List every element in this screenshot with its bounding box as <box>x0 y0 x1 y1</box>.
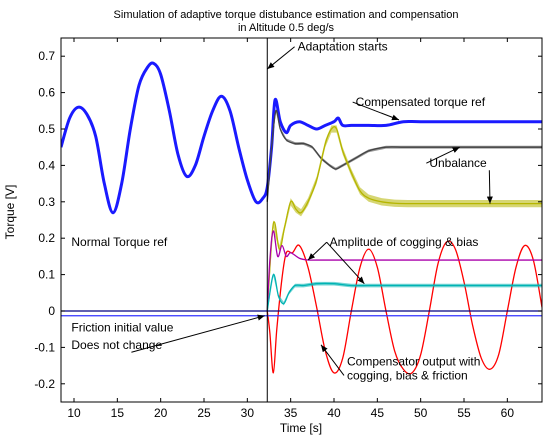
series-line-0 <box>61 61 542 215</box>
x-tick-label: 45 <box>371 406 385 420</box>
annotation-text: Amplitude of cogging & bias <box>330 235 479 249</box>
x-tick-label: 60 <box>501 406 515 420</box>
y-tick-label: 0.3 <box>38 195 55 209</box>
annotation-text: Compensator output with <box>347 355 480 369</box>
annotation-text: Normal Torque ref <box>71 235 167 249</box>
annotation-arrow <box>486 170 493 204</box>
y-tick-label: 0.2 <box>38 231 55 245</box>
y-tick-label: 0.4 <box>38 158 55 172</box>
series-line-5 <box>266 273 542 312</box>
y-tick-label: 0.5 <box>38 122 55 136</box>
annotation-arrow <box>131 314 265 353</box>
annotation-arrow <box>320 344 345 376</box>
annotation-layer: Adaptation starts Compensated torque ref U… <box>71 40 493 382</box>
y-axis-label: Torque [V] <box>3 185 17 240</box>
chart-title: Simulation of adaptive torque distubance… <box>114 9 459 21</box>
y-tick-label: 0 <box>48 304 55 318</box>
annotation-text: Adaptation starts <box>298 40 388 54</box>
annotation-arrow <box>266 46 295 70</box>
annotation-text: cogging, bias & friction <box>347 368 468 382</box>
annotation-arrow <box>352 101 400 121</box>
y-tick-label: -0.1 <box>34 340 55 354</box>
plot-frame <box>60 37 543 403</box>
x-tick-label: 25 <box>197 406 211 420</box>
annotation-text: Does not change <box>71 338 162 352</box>
series-band-1 <box>267 109 542 204</box>
chart-subtitle: in Altitude 0.5 deg/s <box>238 22 335 34</box>
x-axis-label: Time [s] <box>280 421 322 435</box>
x-tick-label: 10 <box>67 406 81 420</box>
annotation-arrow <box>307 241 328 261</box>
x-tick-label: 30 <box>241 406 255 420</box>
x-tick-label: 55 <box>457 406 471 420</box>
annotation-text: Compensated torque ref <box>356 95 486 109</box>
x-tick-label: 20 <box>154 406 168 420</box>
annotation-text: Unbalance <box>429 156 487 170</box>
x-tick-label: 40 <box>327 406 341 420</box>
annotation-arrow <box>426 146 460 164</box>
y-tick-label: 0.6 <box>38 86 55 100</box>
ticks-layer: 10 15 20 25 30 35 40 45 50 55 60 -0.2 -0.1 0 0.1 0.2 0.3… <box>34 38 542 420</box>
series-line-4 <box>266 230 542 312</box>
series-line-2 <box>266 126 542 312</box>
series-layer <box>61 38 542 402</box>
x-tick-label: 15 <box>111 406 125 420</box>
x-tick-label: 35 <box>284 406 298 420</box>
annotation-arrow <box>326 241 365 285</box>
y-tick-label: 0.7 <box>38 49 55 63</box>
series-band-5 <box>267 272 542 313</box>
annotation-text: Friction initial value <box>71 321 173 335</box>
y-tick-label: -0.2 <box>34 377 55 391</box>
series-line-1 <box>266 109 542 202</box>
x-tick-label: 50 <box>414 406 428 420</box>
y-tick-label: 0.1 <box>38 268 55 282</box>
